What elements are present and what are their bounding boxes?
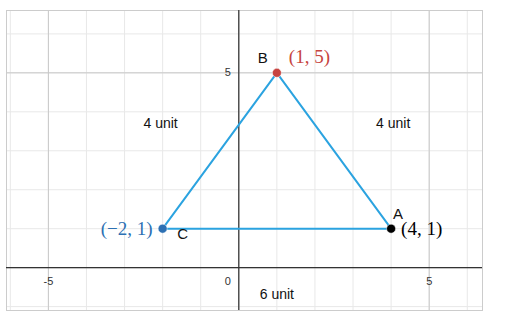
svg-text:C: C bbox=[177, 225, 188, 242]
svg-text:(−2, 1): (−2, 1) bbox=[101, 218, 153, 240]
svg-text:(4, 1): (4, 1) bbox=[401, 218, 442, 240]
svg-text:5: 5 bbox=[225, 66, 231, 78]
svg-text:5: 5 bbox=[426, 275, 432, 287]
svg-text:4 unit: 4 unit bbox=[376, 115, 410, 131]
svg-text:(1, 5): (1, 5) bbox=[289, 46, 330, 68]
svg-text:B: B bbox=[258, 49, 268, 66]
svg-text:0: 0 bbox=[225, 275, 231, 287]
svg-text:A: A bbox=[393, 205, 404, 223]
svg-text:4 unit: 4 unit bbox=[143, 115, 177, 131]
svg-text:-5: -5 bbox=[43, 275, 53, 287]
svg-text:6 unit: 6 unit bbox=[260, 286, 294, 302]
